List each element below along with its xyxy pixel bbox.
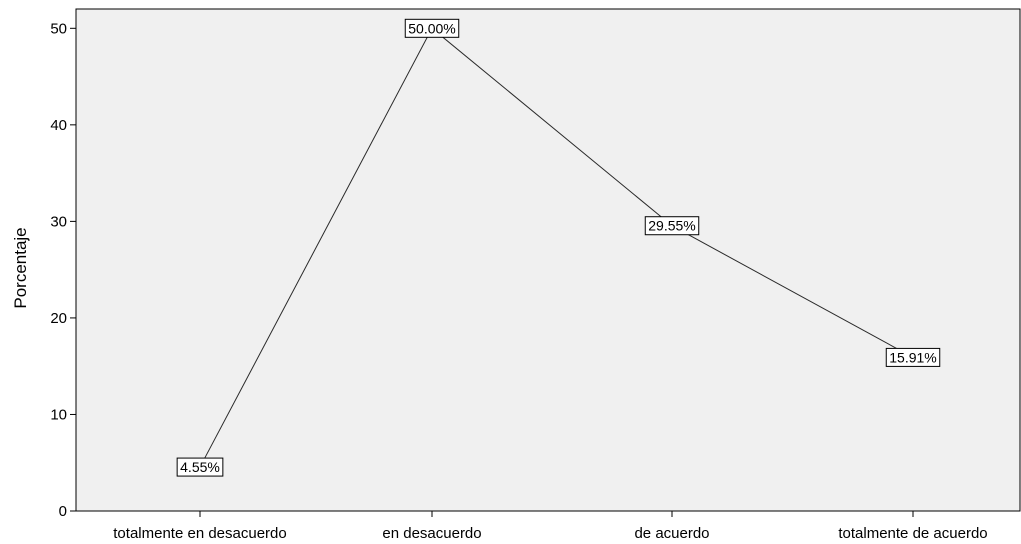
data-label-text: 50.00% [408, 20, 455, 36]
data-label: 4.55% [176, 457, 224, 477]
x-tick-label: totalmente en desacuerdo [113, 525, 286, 542]
x-tick-label: totalmente de acuerdo [838, 525, 987, 542]
data-label-box [885, 347, 941, 367]
data-label-box [404, 18, 460, 38]
x-axis: totalmente en desacuerdo en desacuerdo de … [113, 511, 988, 542]
x-tick-label: en desacuerdo [382, 525, 481, 542]
y-tick-label: 20 [50, 310, 67, 327]
data-label-text: 4.55% [180, 459, 220, 475]
data-labels: 4.55% 50.00% 29.55% 15.91% [176, 18, 941, 477]
plot-area [75, 8, 1021, 512]
data-label: 50.00% [404, 18, 460, 38]
y-tick-label: 50 [50, 20, 67, 37]
data-label-text: 29.55% [648, 218, 695, 234]
x-tick-label: de acuerdo [634, 525, 709, 542]
series-line [199, 27, 914, 468]
data-label-box [176, 457, 224, 477]
y-tick-label: 0 [59, 503, 67, 520]
y-axis: 0 10 20 30 40 50 [50, 20, 76, 520]
data-label: 15.91% [885, 347, 941, 367]
y-tick-label: 10 [50, 406, 67, 423]
data-label-text: 15.91% [889, 349, 936, 365]
y-tick-label: 40 [50, 117, 67, 134]
y-tick-label: 30 [50, 213, 67, 230]
y-axis-title: Porcentaje [11, 227, 30, 308]
data-label: 29.55% [644, 216, 700, 236]
data-label-box [644, 216, 700, 236]
